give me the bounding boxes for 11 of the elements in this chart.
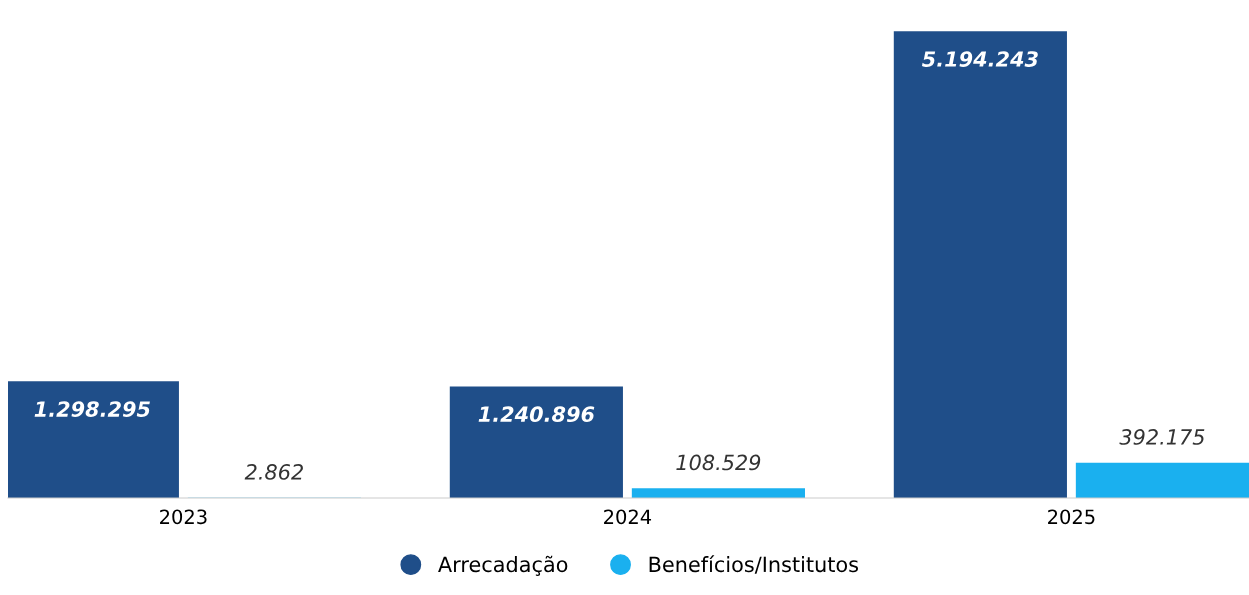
- data-label: 1.298.295: [34, 401, 150, 417]
- data-label: 5.194.243: [922, 51, 1038, 67]
- legend-label: Arrecadação: [438, 555, 568, 576]
- x-tick-label: 2025: [1048, 509, 1095, 525]
- x-tick-label: 2023: [160, 509, 207, 525]
- data-label: 2.862: [244, 464, 303, 480]
- data-label: 1.240.896: [478, 406, 595, 423]
- data-label: 108.529: [676, 454, 761, 471]
- legend-label: Benefícios/Institutos: [649, 555, 859, 574]
- x-tick-label: 2024: [604, 509, 652, 525]
- data-label: 392.175: [1119, 429, 1205, 445]
